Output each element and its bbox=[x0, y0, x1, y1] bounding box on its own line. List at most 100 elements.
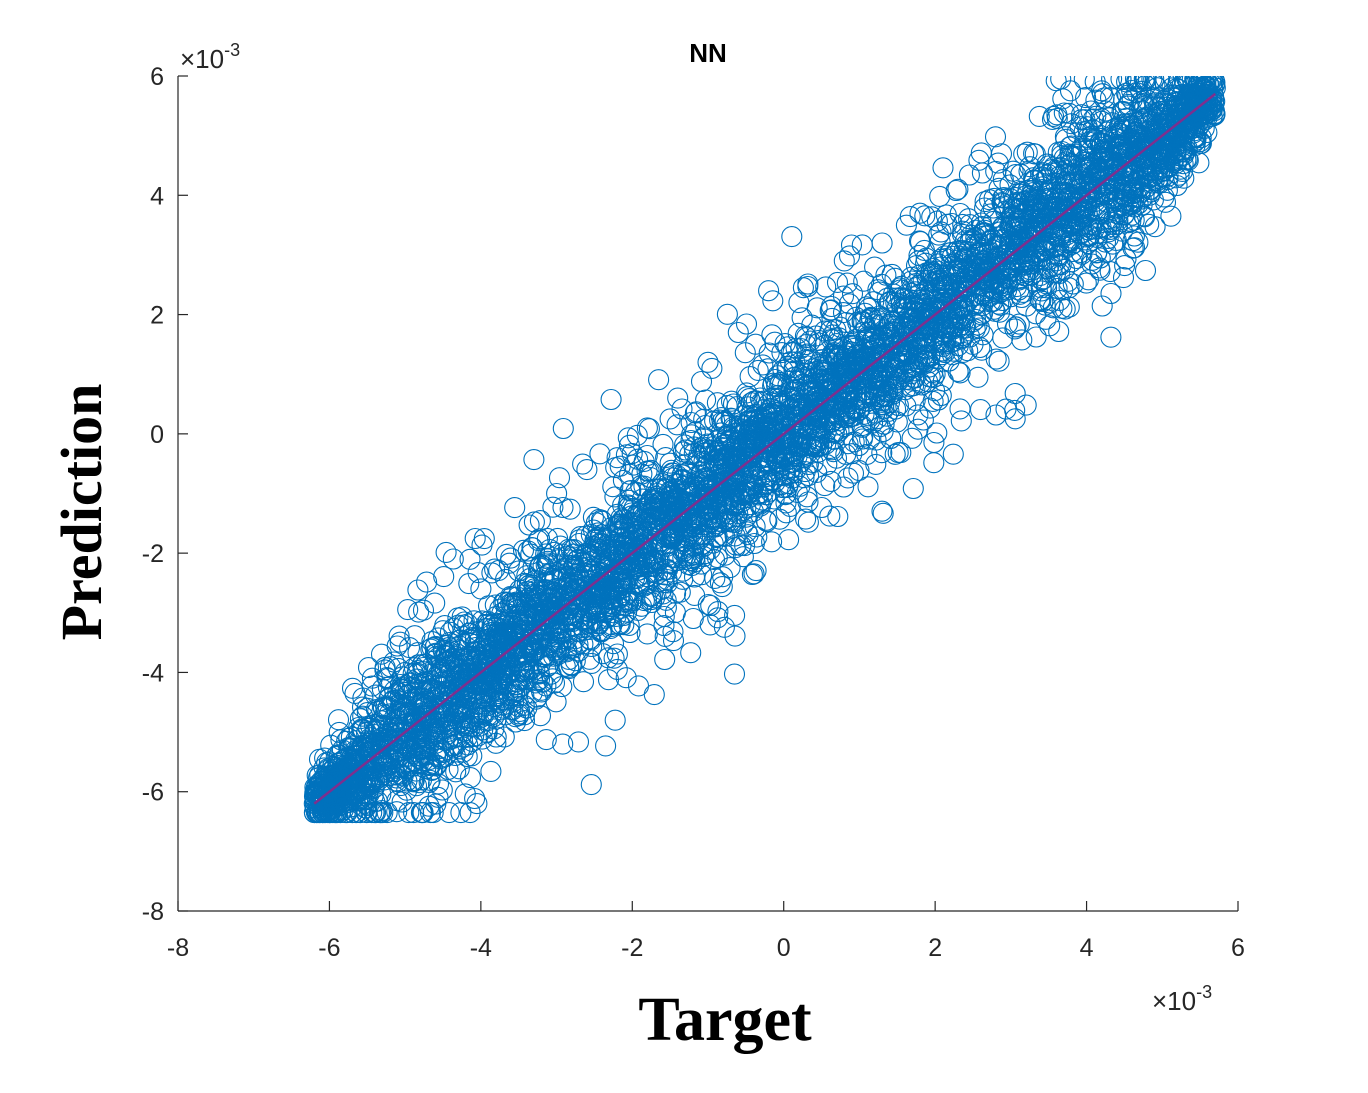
scatter-point bbox=[420, 638, 442, 660]
scatter-point bbox=[1000, 207, 1022, 229]
scatter-point bbox=[573, 619, 596, 641]
scatter-point bbox=[1043, 105, 1065, 127]
scatter-point bbox=[779, 388, 801, 410]
scatter-point bbox=[792, 404, 814, 426]
scatter-point bbox=[422, 802, 444, 824]
scatter-point bbox=[952, 220, 974, 242]
scatter-point bbox=[563, 543, 585, 565]
scatter-point bbox=[1028, 105, 1050, 127]
scatter-point bbox=[505, 674, 527, 696]
scatter-point bbox=[1037, 258, 1059, 280]
x-ticks: -8 -6 -4 -2 0 2 4 6 bbox=[167, 901, 1245, 962]
scatter-point bbox=[741, 563, 763, 586]
scatter-point bbox=[386, 702, 408, 724]
scatter-point bbox=[808, 332, 830, 354]
scatter-point bbox=[365, 684, 387, 706]
scatter-point bbox=[349, 740, 371, 762]
scatter-point bbox=[890, 442, 912, 464]
scatter-point bbox=[690, 370, 713, 393]
scatter-point bbox=[550, 623, 572, 645]
scatter-point bbox=[880, 427, 902, 450]
scatter-point bbox=[529, 601, 551, 623]
scatter-point bbox=[459, 548, 481, 570]
scatter-point bbox=[691, 523, 713, 545]
scatter-point bbox=[354, 797, 377, 819]
scatter-point bbox=[827, 505, 849, 528]
scatter-point bbox=[1010, 163, 1032, 185]
scatter-point bbox=[452, 741, 474, 763]
scatter-point bbox=[459, 767, 482, 789]
scatter-point bbox=[971, 253, 993, 275]
scatter-point bbox=[1048, 320, 1070, 343]
scatter-point bbox=[872, 502, 894, 524]
scatter-point bbox=[443, 617, 465, 639]
scatter-point bbox=[743, 390, 765, 412]
scatter-point bbox=[480, 691, 502, 713]
scatter-point bbox=[684, 584, 706, 606]
scatter-point bbox=[950, 410, 972, 432]
scatter-point bbox=[1114, 255, 1136, 277]
scatter-point bbox=[700, 594, 722, 617]
scatter-point bbox=[627, 675, 650, 697]
scatter-point bbox=[841, 283, 864, 305]
scatter-point bbox=[768, 461, 790, 483]
y-tick-label: -8 bbox=[142, 898, 164, 926]
scatter-point bbox=[1034, 249, 1056, 272]
scatter-point bbox=[632, 528, 655, 550]
scatter-point bbox=[739, 366, 761, 388]
scatter-point bbox=[800, 374, 822, 396]
scatter-point bbox=[1099, 261, 1121, 283]
scatter-point bbox=[408, 601, 430, 623]
scatter-point bbox=[927, 267, 949, 289]
scatter-point bbox=[455, 687, 477, 709]
scatter-point bbox=[1117, 195, 1139, 217]
scatter-point bbox=[370, 643, 393, 665]
scatter-point bbox=[732, 546, 754, 568]
scatter-point bbox=[1118, 76, 1140, 90]
scatter-point bbox=[656, 572, 678, 594]
scatter-point bbox=[766, 442, 788, 464]
scatter-point bbox=[1000, 188, 1022, 210]
scatter-point bbox=[665, 582, 687, 604]
scatter-point bbox=[529, 632, 551, 654]
scatter-point bbox=[572, 633, 594, 655]
scatter-point bbox=[840, 234, 863, 256]
scatter-point bbox=[853, 382, 875, 405]
scatter-point bbox=[413, 720, 435, 742]
scatter-point bbox=[743, 563, 765, 585]
scatter-point bbox=[453, 614, 475, 636]
scatter-point bbox=[693, 535, 715, 558]
scatter-point bbox=[530, 591, 552, 613]
scatter-point bbox=[764, 331, 786, 353]
scatter-point bbox=[1111, 182, 1133, 205]
scatter-point bbox=[755, 509, 777, 531]
scatter-point bbox=[988, 350, 1010, 372]
scatter-point bbox=[1134, 259, 1157, 282]
scatter-point bbox=[995, 398, 1017, 420]
scatter-point bbox=[1053, 220, 1075, 242]
scatter-point bbox=[599, 584, 621, 606]
scatter-point bbox=[377, 729, 399, 751]
scatter-point bbox=[1116, 76, 1138, 93]
scatter-point bbox=[1012, 181, 1034, 204]
scatter-point bbox=[747, 359, 769, 381]
scatter-point bbox=[368, 802, 391, 824]
scatter-point bbox=[680, 642, 702, 664]
scatter-point bbox=[467, 688, 489, 710]
scatter-point bbox=[932, 279, 954, 301]
y-tick-label: 4 bbox=[150, 182, 164, 210]
scatter-point bbox=[945, 275, 967, 297]
scatter-point bbox=[595, 735, 617, 757]
scatter-point bbox=[1124, 141, 1147, 163]
scatter-point bbox=[1118, 113, 1140, 135]
scatter-point bbox=[615, 667, 637, 689]
scatter-point bbox=[680, 429, 702, 452]
scatter-point bbox=[882, 383, 904, 405]
scatter-point bbox=[411, 802, 433, 824]
scatter-point bbox=[949, 314, 972, 336]
scatter-point bbox=[1112, 267, 1135, 289]
scatter-point bbox=[518, 514, 540, 536]
scatter-point bbox=[980, 203, 1002, 225]
